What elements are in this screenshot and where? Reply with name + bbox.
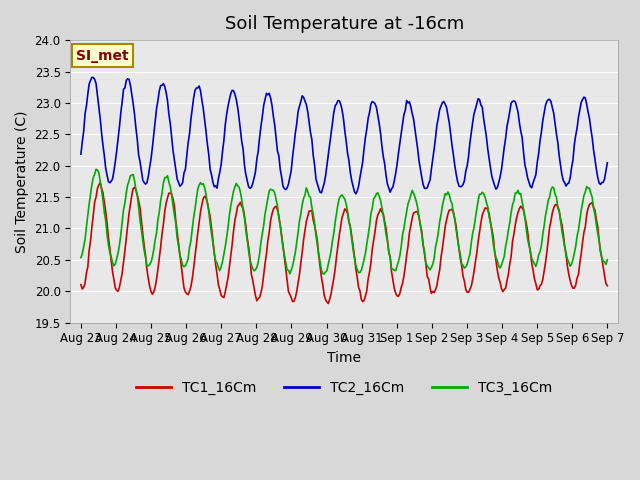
Title: Soil Temperature at -16cm: Soil Temperature at -16cm (225, 15, 464, 33)
X-axis label: Time: Time (327, 351, 361, 365)
Legend: TC1_16Cm, TC2_16Cm, TC3_16Cm: TC1_16Cm, TC2_16Cm, TC3_16Cm (131, 375, 557, 400)
Y-axis label: Soil Temperature (C): Soil Temperature (C) (15, 110, 29, 252)
Text: SI_met: SI_met (76, 48, 129, 62)
